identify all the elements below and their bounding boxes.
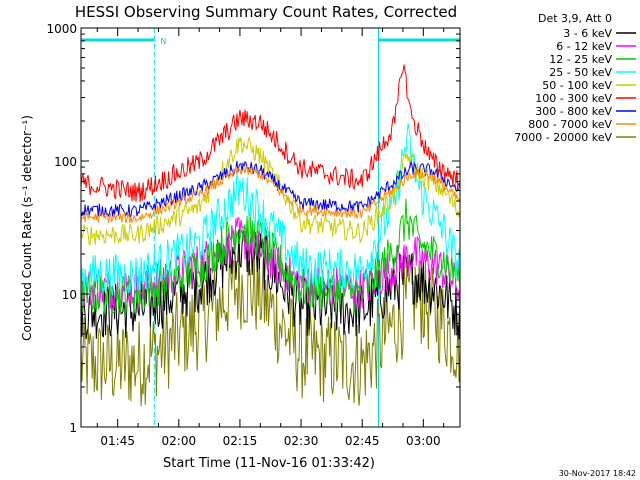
legend-label-6: 300 - 800 keV [535, 105, 612, 118]
x-tick-label: 02:15 [223, 434, 258, 448]
y-tick-label: 100 [54, 155, 77, 169]
legend-header: Det 3,9, Att 0 [538, 12, 612, 25]
series-line-0 [80, 229, 461, 340]
x-tick-label: 02:30 [284, 434, 319, 448]
chart-title: HESSI Observing Summary Count Rates, Cor… [75, 3, 457, 21]
footer-timestamp: 30-Nov-2017 18:42 [559, 469, 636, 478]
series-line-4 [80, 135, 461, 246]
y-tick-label: 1000 [46, 22, 77, 36]
series-line-8 [80, 248, 461, 407]
series-line-2 [80, 198, 461, 315]
series-line-3 [80, 123, 461, 296]
night-interval-label: N [160, 37, 166, 46]
legend-label-0: 3 - 6 keV [563, 27, 612, 40]
legend-label-4: 50 - 100 keV [542, 79, 612, 92]
x-tick-label: 01:45 [100, 434, 135, 448]
series-line-1 [80, 217, 461, 311]
legend-label-2: 12 - 25 keV [549, 53, 612, 66]
x-axis-label: Start Time (11-Nov-16 01:33:42) [163, 456, 375, 471]
plot-frame [80, 27, 461, 428]
x-tick-label: 02:00 [162, 434, 197, 448]
legend-label-1: 6 - 12 keV [556, 40, 612, 53]
y-axis-label: Corrected Count Rate (s⁻¹ detector⁻¹) [20, 115, 34, 341]
series-line-5 [80, 64, 461, 203]
x-tick-label: 03:00 [406, 434, 441, 448]
y-tick-label: 1 [69, 421, 77, 435]
axes: 1 10 100 1000 01:45 02:00 02:15 02:30 02:45 03:00 [46, 22, 460, 448]
series-line-6 [80, 160, 461, 218]
series-layer [80, 64, 461, 407]
series-line-7 [80, 164, 461, 224]
legend-label-7: 800 - 7000 keV [528, 118, 612, 131]
legend-label-5: 100 - 300 keV [535, 92, 612, 105]
x-tick-label: 02:45 [345, 434, 380, 448]
y-tick-label: 10 [62, 288, 77, 302]
legend-label-3: 25 - 50 keV [549, 66, 612, 79]
legend-label-8: 7000 - 20000 keV [514, 131, 612, 144]
